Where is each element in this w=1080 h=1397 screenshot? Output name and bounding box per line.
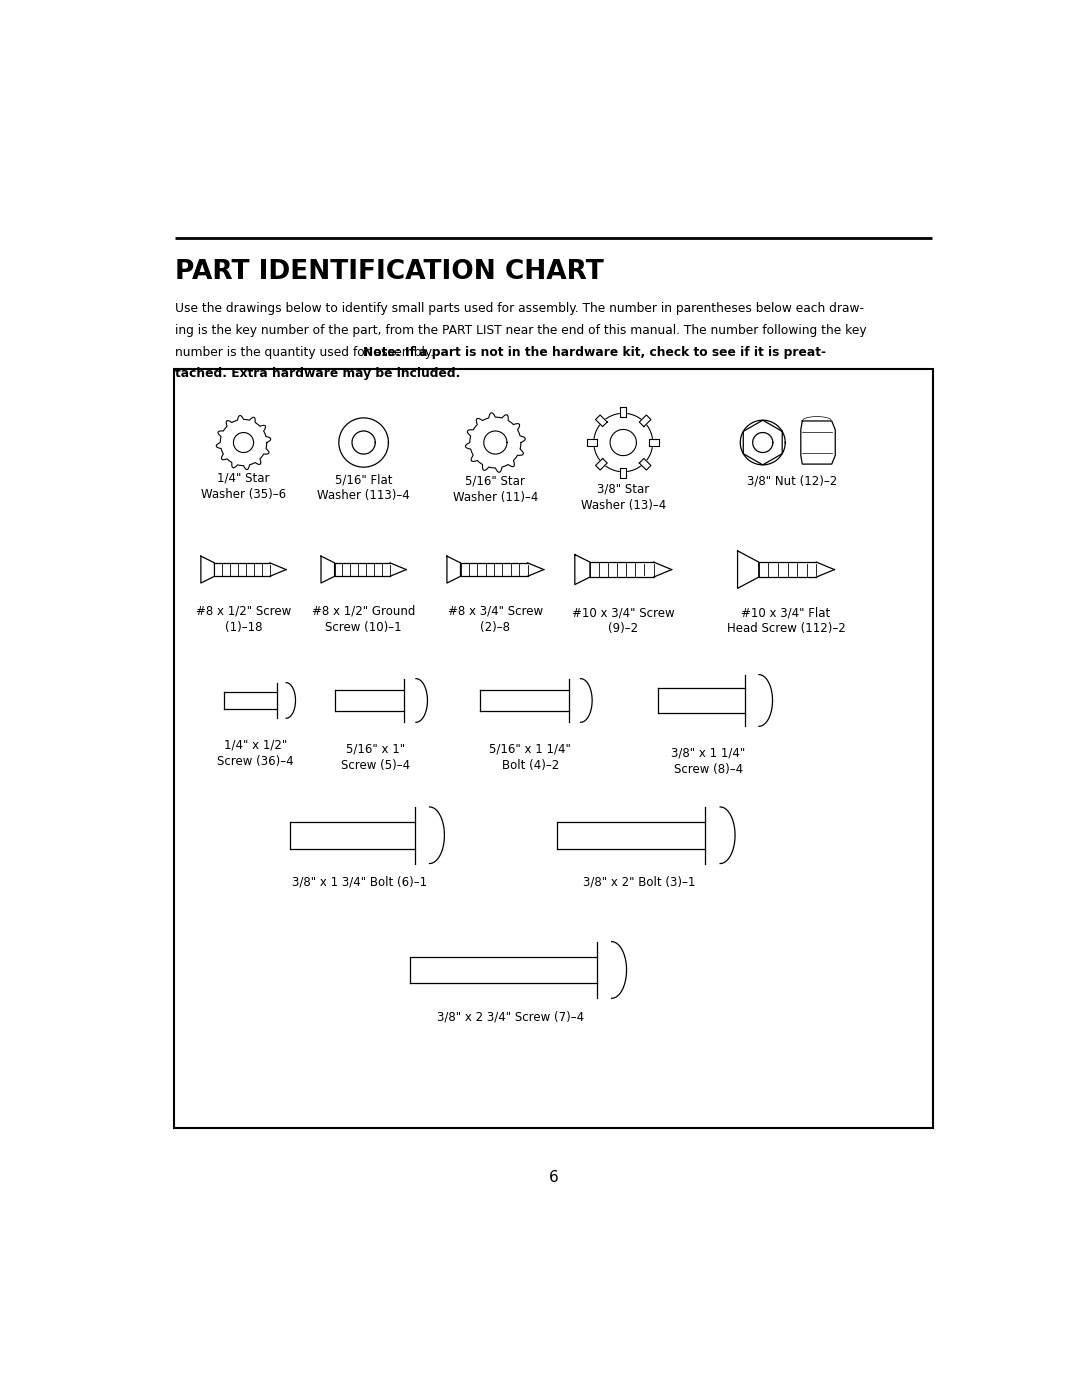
Polygon shape [557,821,705,849]
Polygon shape [465,412,525,472]
Polygon shape [610,429,636,455]
Polygon shape [484,432,507,454]
Polygon shape [335,690,404,711]
Polygon shape [321,556,335,583]
Text: 3/8" x 2" Bolt (3)–1: 3/8" x 2" Bolt (3)–1 [582,876,694,888]
Polygon shape [649,439,659,446]
Text: 3/8" x 2 3/4" Screw (7)–4: 3/8" x 2 3/4" Screw (7)–4 [437,1010,584,1023]
Text: #8 x 1/2" Ground
Screw (10)–1: #8 x 1/2" Ground Screw (10)–1 [312,605,416,634]
Polygon shape [740,420,785,465]
Text: number is the quantity used for assembly.: number is the quantity used for assembly… [175,345,438,359]
Text: #10 x 3/4" Screw
(9)–2: #10 x 3/4" Screw (9)–2 [572,606,675,636]
Polygon shape [216,415,271,469]
Text: 5/16" Flat
Washer (113)–4: 5/16" Flat Washer (113)–4 [318,474,410,503]
Polygon shape [404,679,428,722]
Polygon shape [738,550,759,588]
Polygon shape [658,689,745,712]
Polygon shape [753,433,773,453]
Polygon shape [705,807,735,863]
Text: PART IDENTIFICATION CHART: PART IDENTIFICATION CHART [175,260,604,285]
Polygon shape [639,458,651,469]
Text: 5/16" Star
Washer (11)–4: 5/16" Star Washer (11)–4 [453,475,538,504]
Text: ing is the key number of the part, from the PART LIST near the end of this manua: ing is the key number of the part, from … [175,324,867,337]
Text: 3/8" Star
Washer (13)–4: 3/8" Star Washer (13)–4 [581,482,666,511]
Polygon shape [480,690,569,711]
Polygon shape [415,807,444,863]
Polygon shape [201,556,215,583]
Polygon shape [595,458,607,469]
Polygon shape [594,414,652,472]
Text: 1/4" Star
Washer (35)–6: 1/4" Star Washer (35)–6 [201,472,286,500]
Text: #8 x 1/2" Screw
(1)–18: #8 x 1/2" Screw (1)–18 [195,605,292,634]
Text: 3/8" x 1 1/4"
Screw (8)–4: 3/8" x 1 1/4" Screw (8)–4 [672,746,745,775]
Text: 6: 6 [549,1171,558,1186]
Text: 5/16" x 1"
Screw (5)–4: 5/16" x 1" Screw (5)–4 [340,743,409,771]
Text: #8 x 3/4" Screw
(2)–8: #8 x 3/4" Screw (2)–8 [448,605,543,634]
Text: 3/8" Nut (12)–2: 3/8" Nut (12)–2 [747,475,837,488]
Text: tached. Extra hardware may be included.: tached. Extra hardware may be included. [175,367,461,380]
Text: #10 x 3/4" Flat
Head Screw (112)–2: #10 x 3/4" Flat Head Screw (112)–2 [727,606,846,636]
Text: 5/16" x 1 1/4"
Bolt (4)–2: 5/16" x 1 1/4" Bolt (4)–2 [489,743,571,771]
Text: 3/8" x 1 3/4" Bolt (6)–1: 3/8" x 1 3/4" Bolt (6)–1 [293,876,428,888]
Text: 1/4" x 1/2"
Screw (36)–4: 1/4" x 1/2" Screw (36)–4 [217,739,294,768]
Text: Use the drawings below to identify small parts used for assembly. The number in : Use the drawings below to identify small… [175,302,864,316]
Polygon shape [588,439,597,446]
Polygon shape [352,432,375,454]
Bar [174,369,933,1127]
Polygon shape [225,692,276,708]
Polygon shape [595,415,607,426]
Polygon shape [276,683,296,718]
Polygon shape [745,675,772,726]
Polygon shape [639,415,651,426]
Polygon shape [447,556,460,583]
Polygon shape [800,420,835,464]
Polygon shape [620,407,626,416]
Polygon shape [233,433,254,453]
Polygon shape [575,555,590,584]
Polygon shape [410,957,597,983]
Text: Note: If a part is not in the hardware kit, check to see if it is preat-: Note: If a part is not in the hardware k… [363,345,826,359]
Polygon shape [597,942,626,999]
Polygon shape [339,418,389,467]
Polygon shape [291,821,415,849]
Polygon shape [569,679,592,722]
Polygon shape [620,468,626,478]
